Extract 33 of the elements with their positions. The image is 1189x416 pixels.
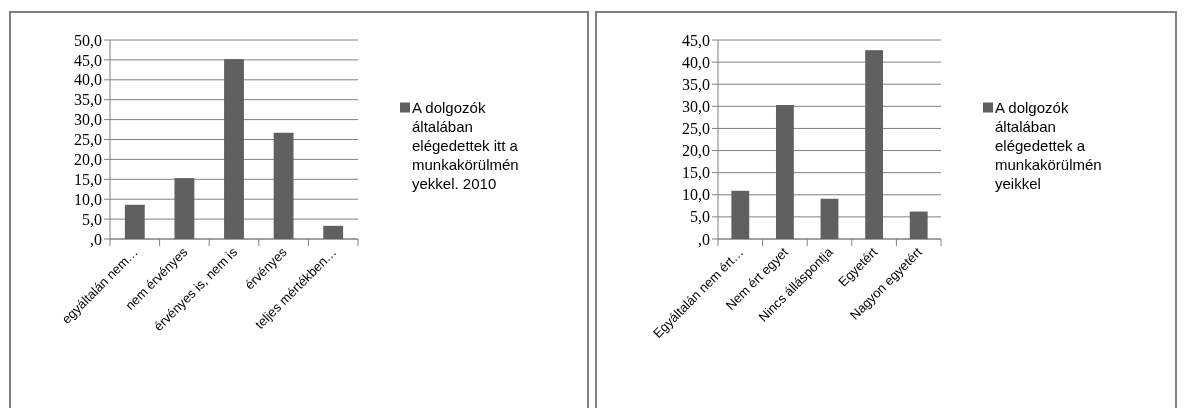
bar — [865, 50, 884, 239]
y-tick-label: 25,0 — [74, 131, 102, 149]
bar — [731, 190, 750, 239]
y-tick-label: 10,0 — [682, 186, 710, 204]
y-tick-label: 15,0 — [682, 164, 710, 182]
bar — [775, 105, 794, 239]
y-tick-label: 30,0 — [74, 111, 102, 129]
y-tick-label: 35,0 — [74, 91, 102, 109]
y-tick-label: 5,0 — [82, 210, 102, 228]
legend-label: A dolgozók általában elégedettek itt a munkakörülményekkel. 2010 — [412, 98, 519, 192]
y-tick-label: ,0 — [698, 230, 710, 248]
y-tick-label: 15,0 — [74, 170, 102, 188]
y-tick-label: 5,0 — [690, 208, 710, 226]
y-tick-label: 35,0 — [682, 75, 710, 93]
bar — [273, 132, 294, 239]
y-tick-label: 20,0 — [682, 142, 710, 160]
bar — [124, 204, 145, 239]
y-tick-label: 25,0 — [682, 120, 710, 138]
y-tick-label: 45,0 — [682, 31, 710, 49]
y-tick-label: 40,0 — [682, 53, 710, 71]
y-tick-label: 20,0 — [74, 151, 102, 168]
y-tick-label: ,0 — [90, 230, 102, 248]
y-tick-label: 30,0 — [682, 97, 710, 115]
bar — [820, 198, 839, 239]
y-tick-label: 45,0 — [74, 51, 102, 69]
bar — [224, 59, 244, 239]
bar — [323, 225, 344, 239]
y-tick-label: 50,0 — [74, 31, 102, 49]
y-tick-label: 10,0 — [74, 190, 102, 208]
y-tick-label: 40,0 — [74, 71, 102, 89]
legend-label: A dolgozók általában elégedettek a munkakörülményeikkel — [995, 98, 1102, 192]
bar — [909, 211, 928, 239]
bar — [174, 178, 195, 239]
